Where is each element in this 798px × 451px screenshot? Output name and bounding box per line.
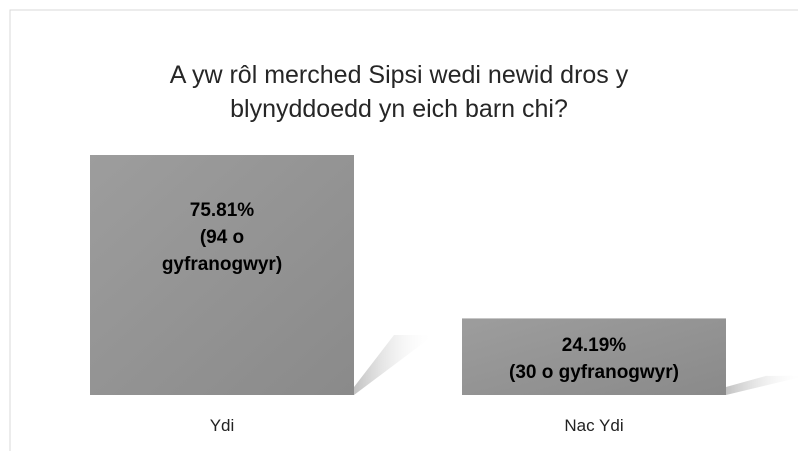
- bar: [90, 155, 354, 395]
- bar: [462, 318, 726, 395]
- bar-shadow: [726, 375, 798, 395]
- chart-title: A yw rôl merched Sipsi wedi newid dros y…: [169, 61, 629, 123]
- data-label: 75.81% (94 o gyfranogwyr): [161, 200, 283, 275]
- chart-border: [9, 9, 798, 451]
- x-tick-label: Nac Ydi: [564, 416, 624, 435]
- x-tick-label: Ydi: [209, 416, 235, 435]
- data-label: 24.19% (30 o gyfranogwyr): [509, 335, 679, 384]
- bar-shadow: [354, 335, 434, 395]
